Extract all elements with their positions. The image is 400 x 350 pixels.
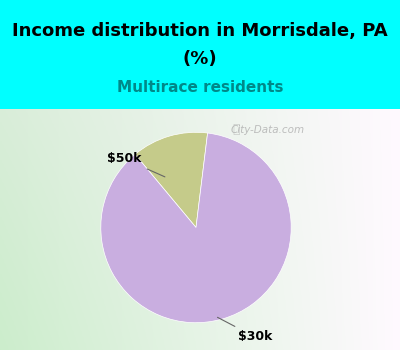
Text: City-Data.com: City-Data.com: [230, 125, 304, 135]
Text: Multirace residents: Multirace residents: [117, 80, 283, 96]
Wedge shape: [135, 132, 208, 228]
Text: $50k: $50k: [107, 153, 165, 177]
Text: (%): (%): [183, 50, 217, 68]
Text: $30k: $30k: [218, 317, 272, 343]
Text: Ⓜ: Ⓜ: [233, 124, 240, 136]
Text: Income distribution in Morrisdale, PA: Income distribution in Morrisdale, PA: [12, 22, 388, 40]
Wedge shape: [101, 133, 291, 323]
